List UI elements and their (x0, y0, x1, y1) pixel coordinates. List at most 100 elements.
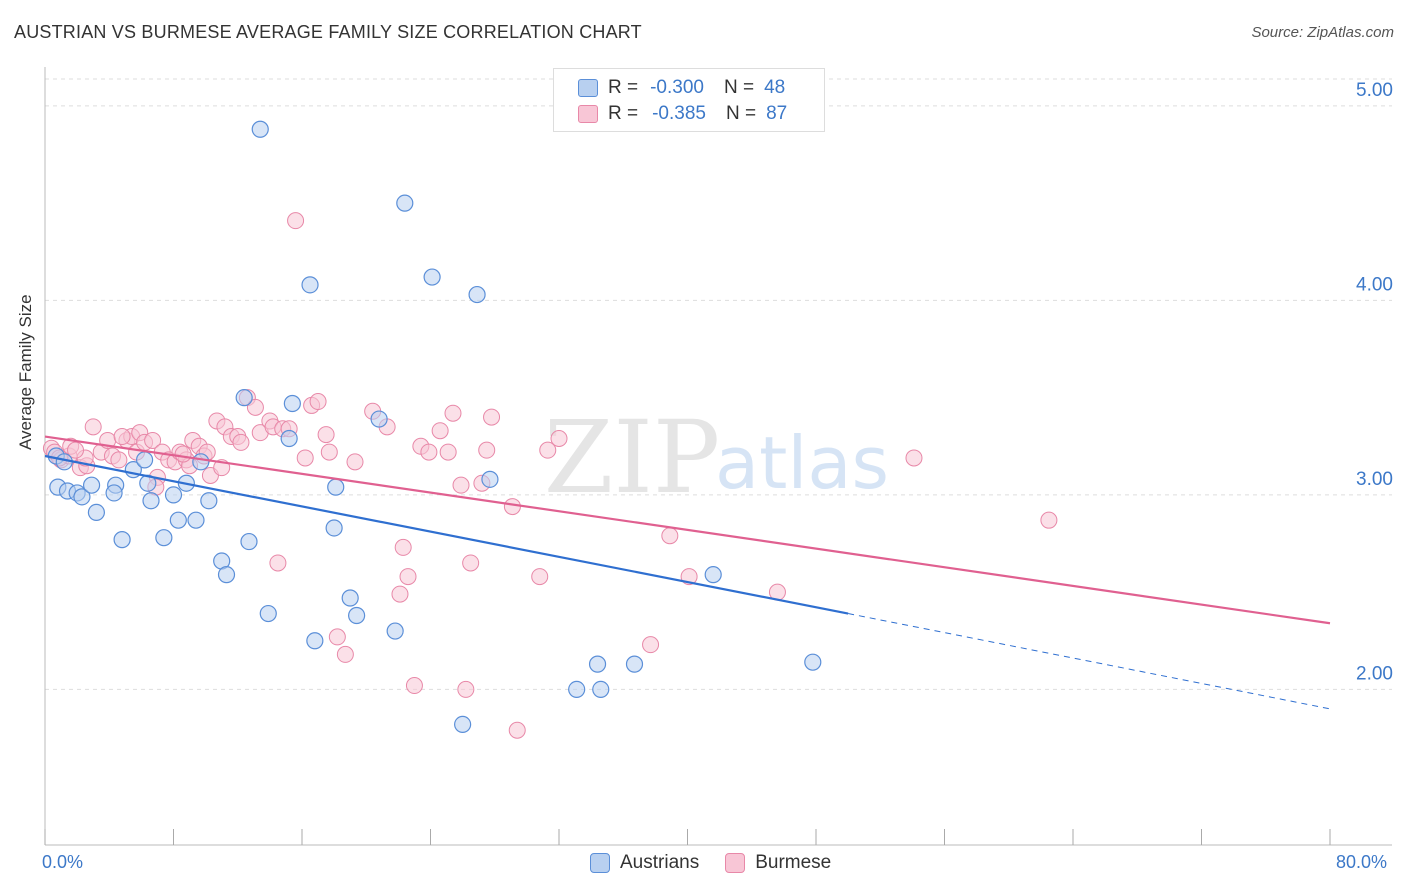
burmese-point (317, 426, 335, 444)
burmese-point (328, 628, 346, 646)
burmese-point (483, 408, 501, 426)
austrians-swatch (578, 79, 598, 97)
burmese-point (246, 398, 264, 416)
austrian-point (386, 622, 404, 640)
source-label: Source: ZipAtlas.com (1251, 24, 1394, 41)
burmese-point (550, 429, 568, 447)
austrian-point (325, 519, 343, 537)
austrian-point (280, 429, 298, 448)
burmese-point (539, 441, 557, 459)
burmese-point (439, 443, 457, 461)
burmese-point (287, 212, 305, 230)
austrian-point (592, 680, 610, 699)
burmese-point (394, 538, 412, 556)
austrian-point (481, 470, 499, 488)
series-legend: Austrians Burmese (590, 852, 857, 874)
legend-burmese-label: Burmese (755, 852, 832, 873)
austrian-point (164, 486, 183, 504)
austrian-point (588, 655, 607, 673)
austrian-point (251, 120, 269, 138)
burmese-point (309, 393, 327, 411)
burmese-point (905, 449, 923, 467)
austrian-point (568, 680, 586, 699)
burmese-legend-swatch (725, 853, 746, 873)
correlation-legend: R = -0.300 N = 48 R = -0.385 N = 87 (553, 68, 825, 132)
austrian-point (283, 394, 301, 413)
austrians-legend-swatch (590, 853, 610, 873)
legend-austrians-label: Austrians (620, 852, 700, 873)
austrian-point (423, 268, 441, 286)
austrian-point (327, 478, 345, 496)
burmese-point (431, 422, 449, 440)
legend-item-austrians[interactable]: Austrians (590, 852, 699, 874)
burmese-point (391, 585, 409, 603)
austrian-point (187, 511, 205, 529)
austrian-point (341, 589, 359, 607)
austrian-trend-extension (848, 613, 1331, 710)
burmese-point (336, 645, 354, 663)
burmese-point (531, 568, 549, 586)
austrian-point (105, 484, 123, 502)
austrian-point (135, 451, 154, 469)
austrian-point (240, 532, 258, 551)
burmese-point (444, 404, 462, 422)
austrian-point (142, 492, 160, 510)
burmese-point (642, 636, 660, 654)
legend-austrians-n-label: N = (723, 77, 755, 98)
burmese-point (1040, 511, 1058, 529)
burmese-point (399, 568, 417, 586)
legend-row-burmese: R = -0.385 N = 87 (578, 101, 787, 127)
burmese-point (405, 677, 423, 695)
austrian-point (301, 276, 319, 294)
austrian-point (468, 285, 486, 304)
watermark-atlas: atlas (715, 421, 889, 505)
burmese-point (269, 554, 287, 572)
legend-item-burmese[interactable]: Burmese (725, 852, 831, 874)
austrian-point (217, 566, 236, 584)
burmese-trend-line (44, 435, 1331, 625)
austrian-point (87, 503, 106, 522)
trend-lines (44, 435, 1331, 710)
burmese-point (462, 554, 480, 572)
y-tick-label: 3.00 (1356, 469, 1393, 490)
austrian-point (155, 529, 173, 547)
austrian-point (370, 410, 388, 428)
chart-title: AUSTRIAN VS BURMESE AVERAGE FAMILY SIZE … (14, 22, 642, 42)
watermark: ZIP atlas (544, 399, 889, 516)
legend-burmese-n-value: 87 (766, 103, 788, 124)
burmese-point (503, 498, 521, 516)
burmese-point (508, 721, 526, 739)
x-tick-min: 0.0% (42, 852, 84, 872)
austrian-point (235, 389, 253, 407)
austrian-point (192, 453, 210, 471)
burmese-point (420, 443, 438, 461)
austrian-points (47, 120, 822, 734)
austrian-point (454, 715, 472, 734)
austrian-point (113, 531, 131, 549)
legend-burmese-r-value: -0.385 (652, 103, 706, 124)
burmese-swatch (578, 105, 598, 123)
y-axis-label: Average Family Size (16, 294, 35, 450)
legend-austrians-r-value: -0.300 (650, 77, 704, 98)
austrian-point (396, 194, 414, 212)
grid-lines (45, 78, 1392, 690)
x-tick-max: 80.0% (1336, 852, 1388, 872)
burmese-point (320, 443, 338, 461)
legend-burmese-r-label: R = (608, 103, 639, 124)
legend-austrians-n-value: 48 (764, 77, 786, 98)
austrian-point (704, 566, 722, 584)
austrian-point (73, 488, 91, 506)
burmese-point (144, 431, 162, 449)
burmese-point (661, 527, 679, 545)
burmese-point (67, 441, 85, 459)
austrian-point (348, 606, 366, 625)
burmese-point (110, 451, 128, 469)
austrian-point (625, 655, 644, 673)
burmese-point (478, 441, 496, 459)
burmese-point (232, 433, 250, 451)
legend-row-austrians: R = -0.300 N = 48 (578, 75, 785, 101)
legend-burmese-n-label: N = (725, 103, 757, 124)
austrian-point (82, 476, 101, 494)
austrian-trend-line (44, 454, 849, 615)
